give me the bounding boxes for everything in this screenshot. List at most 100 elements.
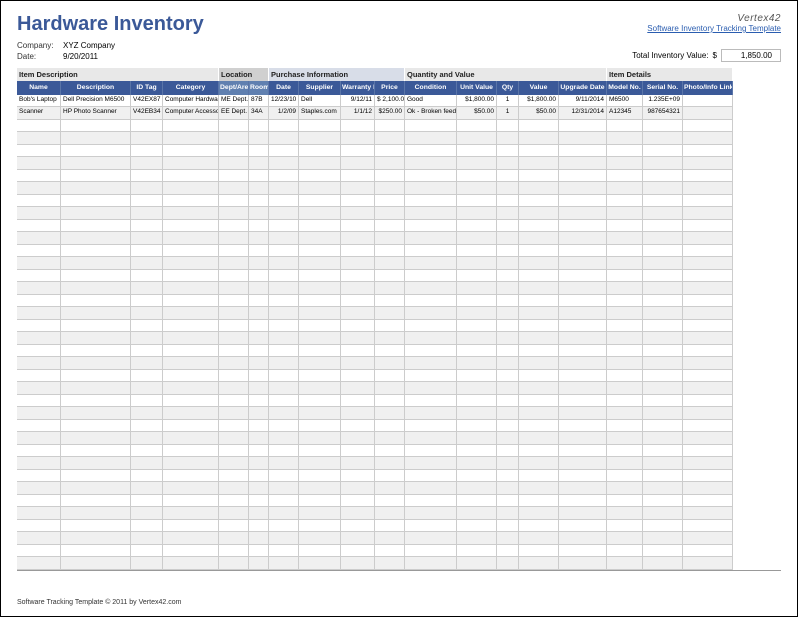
table-cell[interactable] bbox=[341, 495, 375, 508]
table-cell[interactable] bbox=[61, 432, 131, 445]
table-cell[interactable] bbox=[299, 420, 341, 433]
table-cell[interactable] bbox=[643, 270, 683, 283]
table-cell[interactable] bbox=[457, 320, 497, 333]
table-cell[interactable] bbox=[163, 157, 219, 170]
table-cell[interactable] bbox=[269, 245, 299, 258]
table-cell[interactable] bbox=[219, 220, 249, 233]
table-cell[interactable] bbox=[519, 495, 559, 508]
table-cell[interactable] bbox=[643, 332, 683, 345]
table-cell[interactable] bbox=[299, 557, 341, 570]
table-cell[interactable] bbox=[405, 520, 457, 533]
table-cell[interactable] bbox=[131, 545, 163, 558]
table-cell[interactable] bbox=[643, 207, 683, 220]
table-cell[interactable] bbox=[131, 345, 163, 358]
table-cell[interactable] bbox=[131, 482, 163, 495]
table-cell[interactable] bbox=[519, 145, 559, 158]
table-cell[interactable] bbox=[375, 132, 405, 145]
table-cell[interactable] bbox=[519, 370, 559, 383]
table-cell[interactable] bbox=[249, 132, 269, 145]
table-cell[interactable] bbox=[683, 145, 733, 158]
table-cell[interactable] bbox=[405, 407, 457, 420]
table-cell[interactable] bbox=[643, 170, 683, 183]
table-cell[interactable] bbox=[341, 182, 375, 195]
table-cell[interactable] bbox=[457, 545, 497, 558]
table-cell[interactable] bbox=[497, 332, 519, 345]
table-cell[interactable] bbox=[643, 495, 683, 508]
table-cell[interactable] bbox=[249, 345, 269, 358]
table-cell[interactable] bbox=[341, 382, 375, 395]
table-cell[interactable] bbox=[269, 482, 299, 495]
table-cell[interactable] bbox=[249, 532, 269, 545]
table-cell[interactable] bbox=[341, 282, 375, 295]
table-cell[interactable] bbox=[559, 232, 607, 245]
table-cell[interactable] bbox=[131, 170, 163, 183]
table-cell[interactable] bbox=[559, 220, 607, 233]
table-cell[interactable] bbox=[17, 370, 61, 383]
table-cell[interactable] bbox=[219, 195, 249, 208]
table-cell[interactable] bbox=[643, 420, 683, 433]
table-cell[interactable] bbox=[457, 195, 497, 208]
table-cell[interactable] bbox=[559, 257, 607, 270]
table-cell[interactable] bbox=[249, 257, 269, 270]
table-cell[interactable] bbox=[405, 207, 457, 220]
table-cell[interactable] bbox=[607, 257, 643, 270]
table-cell[interactable] bbox=[269, 207, 299, 220]
table-cell[interactable] bbox=[405, 245, 457, 258]
table-cell[interactable] bbox=[375, 507, 405, 520]
table-cell[interactable] bbox=[219, 270, 249, 283]
table-cell[interactable] bbox=[17, 182, 61, 195]
table-cell[interactable] bbox=[375, 145, 405, 158]
table-cell[interactable] bbox=[559, 295, 607, 308]
table-cell[interactable] bbox=[249, 382, 269, 395]
table-cell[interactable] bbox=[405, 195, 457, 208]
table-cell[interactable] bbox=[163, 507, 219, 520]
table-cell[interactable] bbox=[457, 395, 497, 408]
table-cell[interactable] bbox=[131, 245, 163, 258]
table-cell[interactable] bbox=[219, 207, 249, 220]
table-cell[interactable] bbox=[375, 195, 405, 208]
table-cell[interactable] bbox=[269, 557, 299, 570]
table-cell[interactable] bbox=[249, 232, 269, 245]
table-cell[interactable] bbox=[457, 420, 497, 433]
table-cell[interactable] bbox=[607, 557, 643, 570]
table-cell[interactable] bbox=[299, 382, 341, 395]
table-cell[interactable] bbox=[457, 520, 497, 533]
table-cell[interactable] bbox=[643, 395, 683, 408]
table-cell[interactable] bbox=[457, 457, 497, 470]
table-cell[interactable] bbox=[163, 182, 219, 195]
table-cell[interactable] bbox=[457, 370, 497, 383]
table-cell[interactable] bbox=[249, 507, 269, 520]
table-cell[interactable] bbox=[17, 207, 61, 220]
table-cell[interactable] bbox=[519, 195, 559, 208]
table-cell[interactable] bbox=[519, 270, 559, 283]
table-cell[interactable] bbox=[299, 257, 341, 270]
table-cell[interactable] bbox=[269, 145, 299, 158]
table-cell[interactable] bbox=[457, 557, 497, 570]
table-cell[interactable] bbox=[269, 532, 299, 545]
table-cell[interactable] bbox=[17, 507, 61, 520]
table-cell[interactable] bbox=[131, 395, 163, 408]
table-cell[interactable] bbox=[607, 395, 643, 408]
table-cell[interactable] bbox=[219, 245, 249, 258]
table-cell[interactable] bbox=[683, 445, 733, 458]
table-cell[interactable] bbox=[559, 145, 607, 158]
table-cell[interactable] bbox=[519, 470, 559, 483]
table-cell[interactable] bbox=[375, 470, 405, 483]
table-cell[interactable] bbox=[375, 495, 405, 508]
table-cell[interactable] bbox=[497, 207, 519, 220]
table-cell[interactable]: Dell bbox=[299, 95, 341, 108]
table-cell[interactable] bbox=[163, 520, 219, 533]
table-cell[interactable] bbox=[341, 232, 375, 245]
table-cell[interactable] bbox=[519, 157, 559, 170]
table-cell[interactable] bbox=[375, 282, 405, 295]
table-cell[interactable] bbox=[249, 120, 269, 133]
table-cell[interactable] bbox=[457, 357, 497, 370]
table-cell[interactable] bbox=[607, 432, 643, 445]
table-cell[interactable] bbox=[643, 282, 683, 295]
table-cell[interactable] bbox=[341, 520, 375, 533]
table-cell[interactable]: $250.00 bbox=[375, 107, 405, 120]
table-cell[interactable] bbox=[375, 270, 405, 283]
table-cell[interactable] bbox=[519, 232, 559, 245]
table-cell[interactable] bbox=[375, 382, 405, 395]
table-cell[interactable] bbox=[219, 445, 249, 458]
